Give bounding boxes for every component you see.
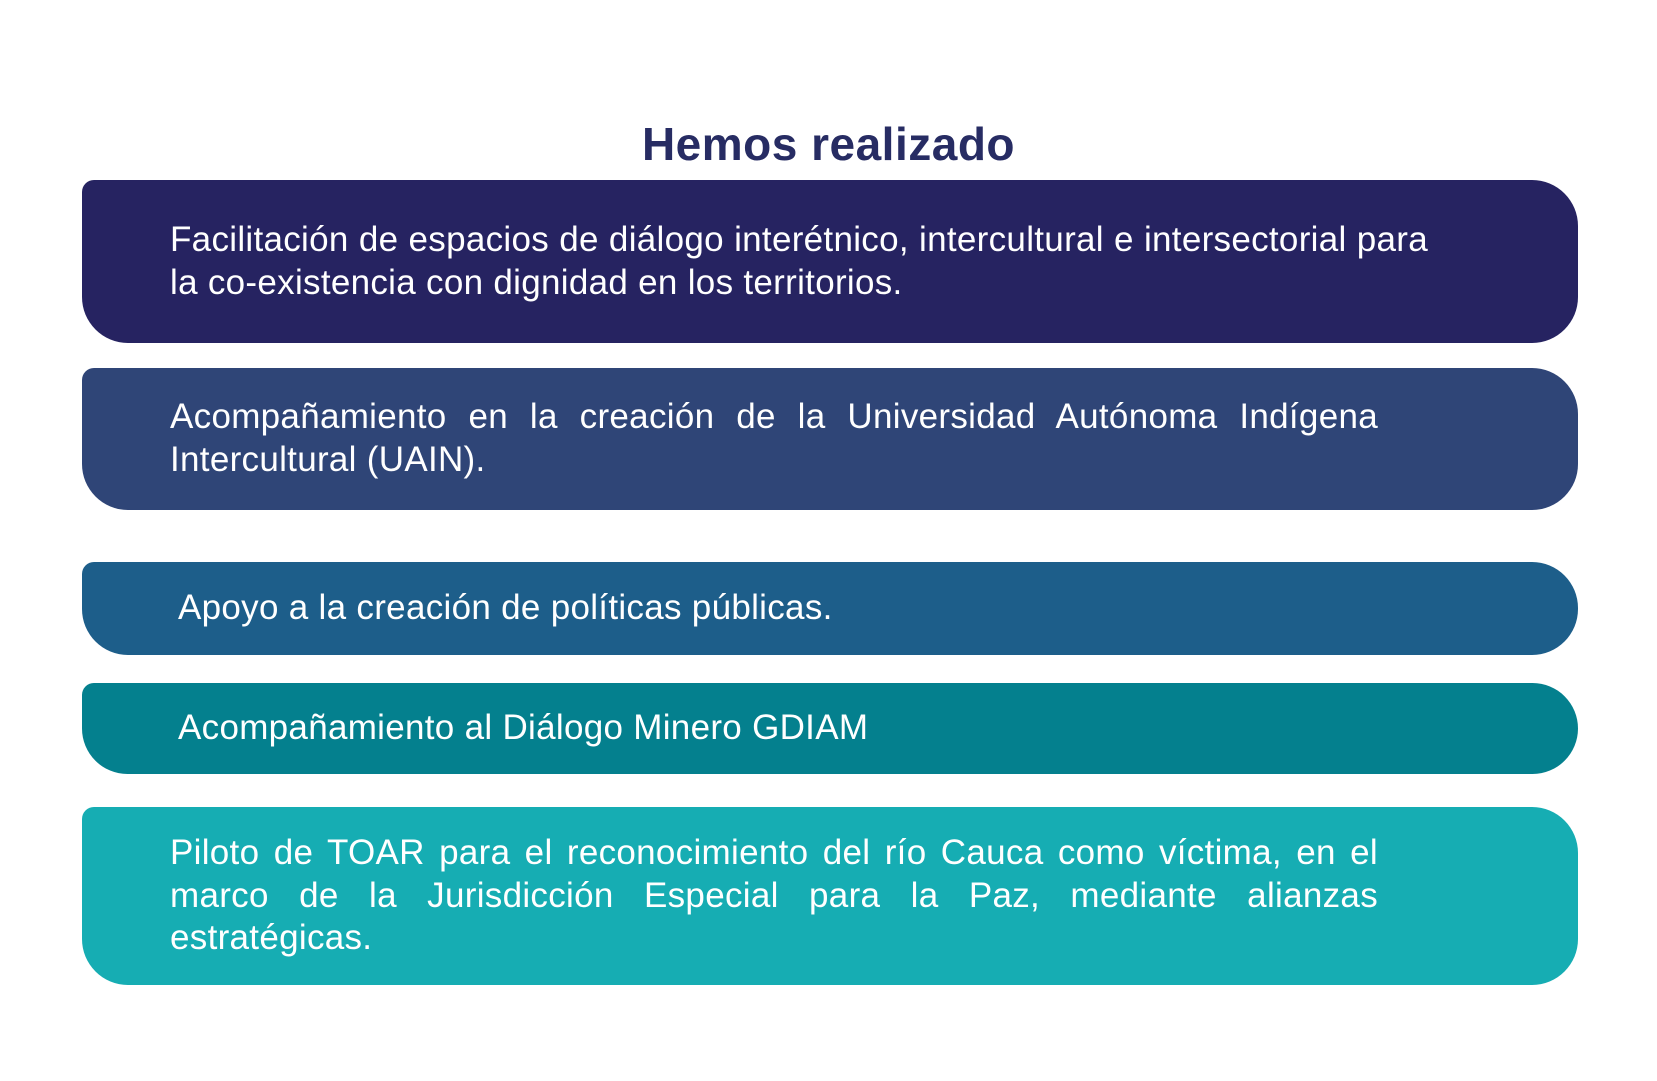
banner-politicas-publicas: Apoyo a la creación de políticas pública… [82,562,1578,655]
banner-universidad-uain-text: Acompañamiento en la creación de la Univ… [170,397,1378,479]
banner-facilitacion-dialogo-text: Facilitación de espacios de diálogo inte… [170,219,1428,302]
banner-piloto-toar-rio-cauca: Piloto de TOAR para el reconocimiento de… [82,807,1578,985]
banner-piloto-toar-rio-cauca-text: Piloto de TOAR para el reconocimiento de… [170,832,1378,958]
banner-universidad-uain: Acompañamiento en la creación de la Univ… [82,368,1578,510]
banner-dialogo-minero-gdiam-text: Acompañamiento al Diálogo Minero GDIAM [178,708,869,748]
banner-facilitacion-dialogo: Facilitación de espacios de diálogo inte… [82,180,1578,343]
banner-politicas-publicas-text: Apoyo a la creación de políticas pública… [178,588,833,628]
banner-dialogo-minero-gdiam: Acompañamiento al Diálogo Minero GDIAM [82,683,1578,774]
page-title: Hemos realizado [641,117,1016,170]
